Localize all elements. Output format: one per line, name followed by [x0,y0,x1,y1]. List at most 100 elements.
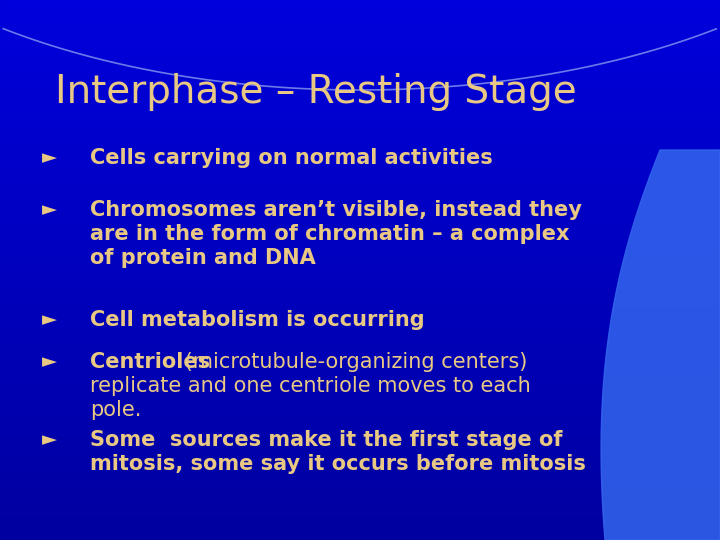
Text: Interphase – Resting Stage: Interphase – Resting Stage [55,73,577,111]
Bar [0,378,720,383]
Bar [0,194,720,200]
Bar [0,340,720,346]
Text: are in the form of chromatin – a complex: are in the form of chromatin – a complex [90,224,570,244]
Bar [0,432,720,437]
Bar [0,16,720,22]
Bar [0,362,720,367]
Bar [0,367,720,373]
Bar [0,416,720,421]
Text: Cell metabolism is occurring: Cell metabolism is occurring [90,310,425,330]
Bar [0,443,720,448]
Bar [0,373,720,378]
Bar [0,216,720,221]
Bar [0,497,720,502]
Bar [0,32,720,38]
Bar [0,146,720,151]
Bar [0,502,720,508]
Bar [0,189,720,194]
Bar [0,270,720,275]
Text: mitosis, some say it occurs before mitosis: mitosis, some say it occurs before mitos… [90,454,586,474]
Bar [0,232,720,238]
Bar [0,211,720,216]
Bar [0,0,720,5]
Text: Some  sources make it the first stage of: Some sources make it the first stage of [90,430,562,450]
Bar [0,286,720,292]
Bar [0,97,720,103]
Bar [0,421,720,427]
Bar [0,535,720,540]
Bar [0,275,720,281]
Bar [0,459,720,464]
Bar [0,319,720,324]
Bar [0,454,720,459]
Bar [0,157,720,162]
Bar [0,259,720,265]
Bar [0,464,720,470]
Bar [0,308,720,313]
Bar [0,92,720,97]
Bar [0,173,720,178]
Bar [0,184,720,189]
Bar [0,394,720,400]
Bar [0,200,720,205]
Bar [0,351,720,356]
Bar [0,54,720,59]
Bar [0,38,720,43]
Bar [0,437,720,443]
Text: ►: ► [42,200,57,219]
Bar [0,43,720,49]
Bar [0,281,720,286]
Bar [0,486,720,491]
Bar [0,227,720,232]
Bar [0,221,720,227]
Bar [0,70,720,76]
Bar [0,313,720,319]
Bar [0,22,720,27]
Bar [0,76,720,81]
Text: pole.: pole. [90,400,141,420]
Text: (microtubule-organizing centers): (microtubule-organizing centers) [178,352,527,372]
Bar [0,243,720,248]
Text: ►: ► [42,310,57,329]
Bar [0,11,720,16]
Bar [0,119,720,124]
Bar [0,448,720,454]
Bar [0,302,720,308]
Bar [0,265,720,270]
Bar [0,410,720,416]
Bar [0,248,720,254]
Bar [0,524,720,529]
Bar [0,254,720,259]
Bar [0,151,720,157]
Bar [0,405,720,410]
Bar [0,65,720,70]
Bar [0,297,720,302]
Text: Cells carrying on normal activities: Cells carrying on normal activities [90,148,492,168]
Bar [0,292,720,297]
Bar [0,335,720,340]
Bar [0,86,720,92]
Bar [0,481,720,486]
Bar [0,518,720,524]
Bar [0,389,720,394]
Bar [0,470,720,475]
Bar [0,167,720,173]
Text: Chromosomes aren’t visible, instead they: Chromosomes aren’t visible, instead they [90,200,582,220]
Bar [0,238,720,243]
Text: of protein and DNA: of protein and DNA [90,248,316,268]
Bar [0,508,720,513]
Bar [0,124,720,130]
Bar [0,356,720,362]
Text: ►: ► [42,430,57,449]
Bar [0,346,720,351]
Text: ►: ► [42,352,57,371]
Text: replicate and one centriole moves to each: replicate and one centriole moves to eac… [90,376,531,396]
Bar [0,108,720,113]
Bar [0,529,720,535]
Bar [0,491,720,497]
Bar [0,383,720,389]
Bar [0,427,720,432]
Bar [0,59,720,65]
Bar [0,130,720,135]
Bar [0,27,720,32]
